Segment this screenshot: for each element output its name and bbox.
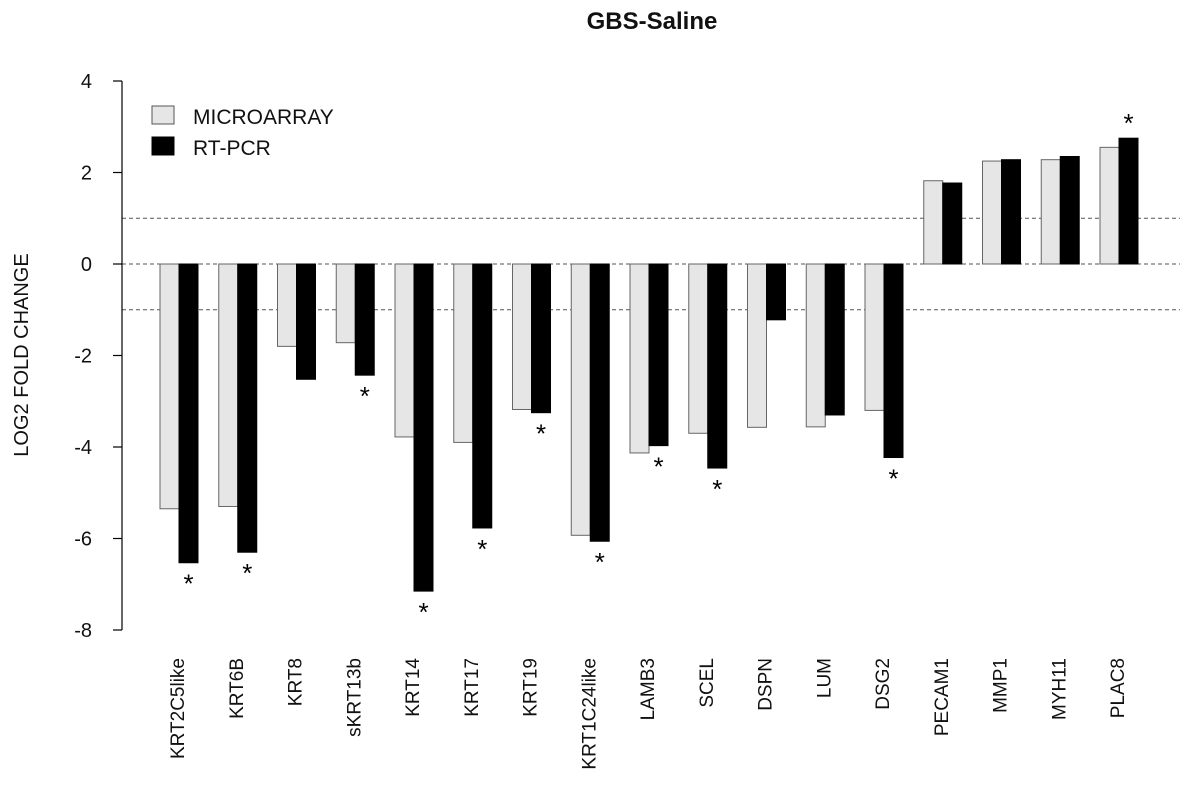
bar-microarray [629, 263, 650, 454]
bar-rt-pcr [824, 263, 845, 416]
y-tick-label: -8 [74, 620, 92, 642]
bar-rt-pcr [707, 263, 728, 469]
bar-microarray [688, 263, 709, 434]
bar-rt-pcr [883, 263, 904, 459]
x-tick-label: DSPN [756, 658, 777, 711]
significance-star: * [595, 547, 605, 577]
bar-microarray [1099, 146, 1120, 265]
significance-star: * [418, 597, 428, 627]
bar-microarray [570, 263, 591, 536]
significance-star: * [653, 452, 663, 482]
x-tick-label: KRT17 [462, 658, 483, 717]
x-tick-label: PECAM1 [932, 658, 953, 736]
x-tick-label: KRT14 [403, 658, 424, 717]
x-tick-label: KRT1C24like [579, 658, 600, 770]
bar-microarray [1040, 159, 1061, 265]
x-axis-labels: KRT2C5like KRT6B KRT8 sKRT13b KRT14 KRT17 KRT1… [168, 658, 1129, 770]
y-axis-label: LOG2 FOLD CHANGE [11, 253, 33, 456]
significance-star: * [360, 381, 370, 411]
x-tick-label: PLAC8 [1108, 658, 1129, 718]
bar-microarray [453, 263, 474, 443]
bar-microarray [805, 263, 826, 428]
y-tick-label: 2 [81, 163, 92, 185]
significance-star: * [477, 534, 487, 564]
bar-rt-pcr [1059, 155, 1080, 265]
y-tick-label: -2 [74, 346, 92, 368]
significance-star: * [536, 419, 546, 449]
x-tick-label: DSG2 [873, 658, 894, 710]
x-tick-label: MYH11 [1049, 658, 1070, 720]
x-tick-label: MMP1 [991, 658, 1012, 713]
bar-microarray [218, 263, 239, 507]
significance-star: * [1123, 108, 1133, 138]
bar-rt-pcr [1118, 137, 1139, 265]
bar-microarray [982, 160, 1002, 265]
bar-rt-pcr [413, 263, 434, 592]
bar-rt-pcr [296, 263, 316, 380]
bar-microarray [747, 263, 767, 428]
legend-label-microarray: MICROARRAY [193, 106, 334, 129]
legend: MICROARRAY RT-PCR [151, 105, 334, 160]
y-tick-label: 4 [81, 71, 92, 93]
x-tick-label: KRT19 [521, 658, 542, 717]
x-tick-label: LAMB3 [638, 658, 659, 720]
bar-microarray [864, 263, 885, 411]
significance-star: * [242, 558, 252, 588]
significance-star: * [183, 569, 193, 599]
bar-rt-pcr [472, 263, 493, 529]
significance-markers: * * * * * * * * * * * [183, 108, 1133, 627]
bar-rt-pcr [237, 263, 258, 553]
bar-rt-pcr [354, 263, 375, 376]
x-tick-label: sKRT13b [344, 658, 365, 737]
x-tick-label: KRT2C5like [168, 658, 189, 759]
x-tick-label: LUM [814, 658, 835, 698]
bar-microarray [335, 263, 356, 344]
bar-microarray [159, 263, 180, 510]
legend-swatch-microarray [151, 105, 175, 125]
y-tick-label: -4 [74, 437, 92, 459]
significance-star: * [712, 474, 722, 504]
x-tick-label: SCEL [697, 658, 718, 708]
bars [159, 137, 1139, 592]
y-axis: 4 2 0 -2 -4 -6 -8 [74, 71, 123, 642]
y-tick-label: -6 [74, 529, 92, 551]
bar-rt-pcr [178, 263, 199, 564]
bar-rt-pcr [589, 263, 610, 542]
legend-label-rt-pcr: RT-PCR [193, 137, 271, 160]
legend-swatch-rt-pcr [151, 136, 175, 156]
bar-rt-pcr [1001, 159, 1021, 265]
bar-rt-pcr [766, 263, 786, 321]
bar-microarray [277, 263, 297, 347]
bar-rt-pcr [942, 182, 963, 265]
bar-microarray [512, 263, 532, 410]
x-tick-label: KRT8 [286, 658, 307, 706]
x-tick-label: KRT6B [227, 658, 248, 719]
chart-title: GBS-Saline [587, 8, 718, 35]
bar-rt-pcr [648, 263, 669, 447]
bar-rt-pcr [531, 263, 551, 414]
y-tick-label: 0 [81, 254, 92, 276]
bar-microarray [923, 180, 944, 265]
significance-star: * [888, 464, 898, 494]
bar-microarray [394, 263, 415, 438]
